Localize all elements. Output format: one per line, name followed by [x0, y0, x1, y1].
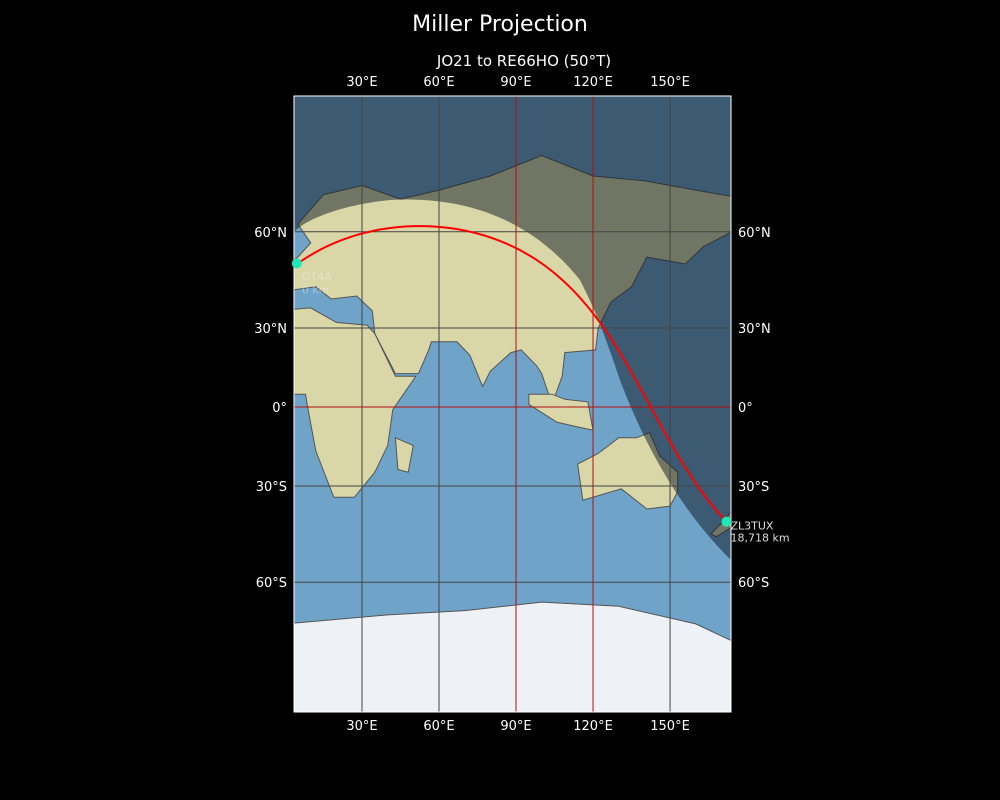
- lon-tick-bottom: 120°E: [573, 719, 613, 734]
- figure-title: Miller Projection: [412, 12, 588, 37]
- lat-tick-right: 30°N: [738, 322, 771, 337]
- lon-tick-bottom: 150°E: [650, 719, 690, 734]
- lon-tick-bottom: 90°E: [500, 719, 531, 734]
- land-madagascar: [394, 437, 414, 473]
- map-subtitle: JO21 to RE66HO (50°T): [436, 52, 612, 70]
- lat-tick-right: 60°N: [738, 226, 771, 241]
- land-africa: [294, 307, 417, 498]
- night-shading: [294, 96, 731, 560]
- map-border: [293, 95, 732, 713]
- lon-tick-bottom: 30°E: [346, 719, 377, 734]
- lat-tick-left: 60°N: [254, 226, 287, 241]
- lat-tick-left: 0°: [272, 401, 287, 416]
- land-indonesia: [528, 393, 594, 431]
- end-distance-label: 18,718 km: [731, 532, 790, 545]
- lat-tick-left: 30°S: [256, 480, 287, 495]
- lon-tick-top: 150°E: [650, 75, 690, 90]
- end-callsign-label: ZL3TUX: [731, 520, 774, 533]
- lon-tick-top: 30°E: [346, 75, 377, 90]
- lat-tick-left: 60°S: [256, 576, 287, 591]
- lon-tick-top: 60°E: [423, 75, 454, 90]
- start-distance-label: 0 km: [302, 283, 330, 296]
- lon-tick-bottom: 60°E: [423, 719, 454, 734]
- start-marker: [291, 258, 302, 269]
- lat-tick-left: 30°N: [254, 322, 287, 337]
- lat-tick-right: 60°S: [738, 576, 769, 591]
- lat-tick-right: 0°: [738, 401, 753, 416]
- great-circle-path: [297, 225, 728, 523]
- lon-tick-top: 90°E: [500, 75, 531, 90]
- lat-tick-right: 30°S: [738, 480, 769, 495]
- land-antarctica: [294, 601, 731, 712]
- end-marker: [721, 516, 732, 527]
- lon-tick-top: 120°E: [573, 75, 613, 90]
- start-callsign-label: OT4A: [302, 270, 332, 283]
